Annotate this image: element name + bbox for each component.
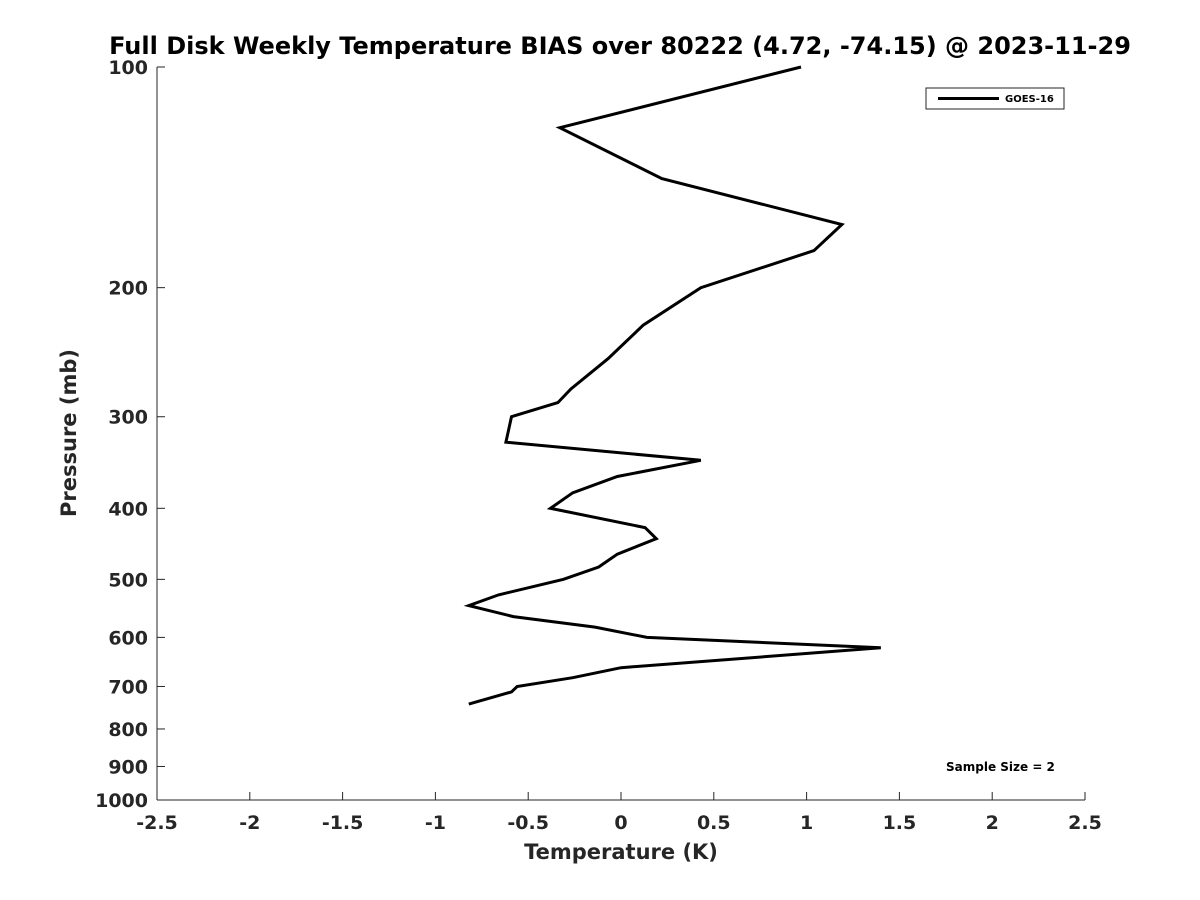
y-tick-label: 300 bbox=[108, 407, 148, 429]
x-tick-label: -2.5 bbox=[136, 812, 178, 834]
legend-entry-label: GOES-16 bbox=[1005, 94, 1054, 105]
y-tick-label: 200 bbox=[108, 278, 148, 300]
x-tick-label: 1.5 bbox=[883, 812, 917, 834]
y-tick-label: 800 bbox=[108, 719, 148, 741]
y-tick-label: 900 bbox=[108, 756, 148, 778]
x-tick-label: 0.5 bbox=[697, 812, 731, 834]
x-tick-label: -2 bbox=[239, 812, 260, 834]
y-tick-label: 600 bbox=[108, 627, 148, 649]
sample-size-annotation: Sample Size = 2 bbox=[946, 760, 1055, 774]
x-axis-label: Temperature (K) bbox=[524, 840, 718, 864]
x-tick-label: 0 bbox=[614, 812, 627, 834]
series-layer bbox=[463, 65, 881, 706]
x-tick-label: 1 bbox=[800, 812, 813, 834]
chart-title: Full Disk Weekly Temperature BIAS over 8… bbox=[109, 32, 1131, 60]
x-tick-label: 2 bbox=[986, 812, 999, 834]
y-tick-label: 400 bbox=[108, 498, 148, 520]
y-tick-label: 1000 bbox=[95, 790, 148, 812]
plot-area-frame bbox=[157, 67, 1085, 800]
y-tick-label: 100 bbox=[108, 57, 148, 79]
legend: GOES-16 bbox=[925, 87, 1065, 110]
x-tick-label: 2.5 bbox=[1068, 812, 1102, 834]
x-tick-label: -1.5 bbox=[322, 812, 364, 834]
x-axis: -2.5 -2 -1.5 -1 -0.5 0 0.5 1 1.5 2 2.5 bbox=[136, 792, 1102, 834]
y-axis: 100 200 300 400 500 600 700 800 900 1000 bbox=[95, 57, 165, 812]
series-line-goes-16 bbox=[463, 65, 881, 706]
y-tick-label: 700 bbox=[108, 676, 148, 698]
y-axis-label: Pressure (mb) bbox=[57, 349, 81, 517]
x-tick-label: -0.5 bbox=[507, 812, 549, 834]
y-tick-label: 500 bbox=[108, 569, 148, 591]
x-tick-label: -1 bbox=[425, 812, 446, 834]
